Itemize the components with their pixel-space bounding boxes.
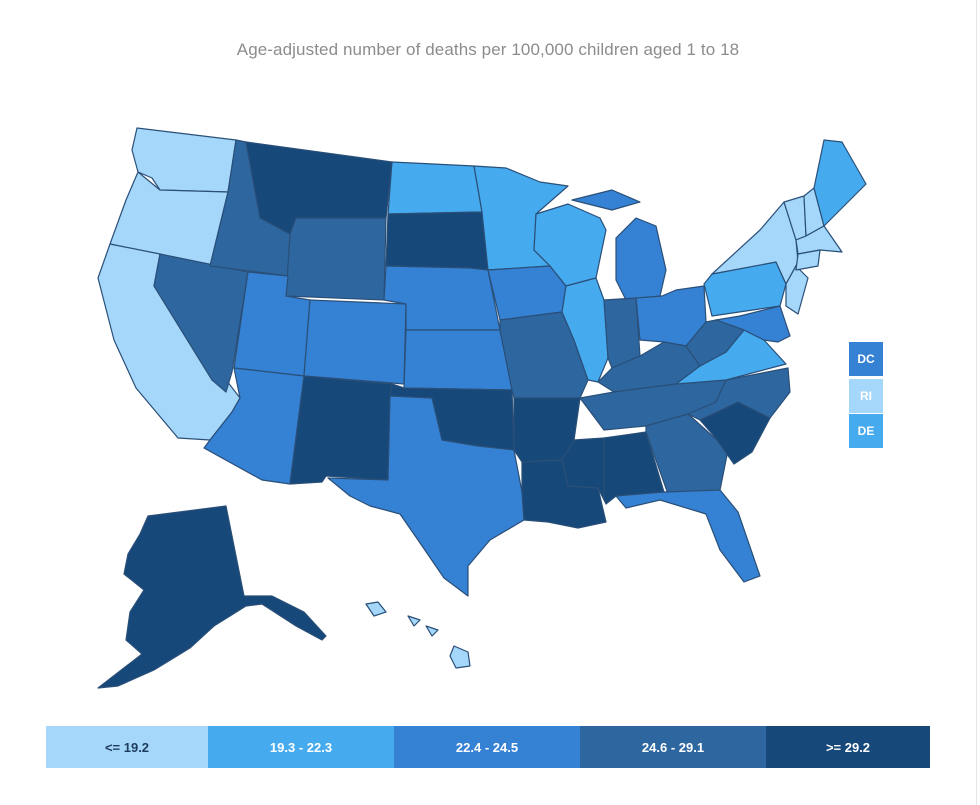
state-MI[interactable] (571, 189, 667, 301)
small-state-DC[interactable]: DC (849, 342, 883, 376)
state-ND[interactable] (387, 161, 483, 215)
small-state-DE[interactable]: DE (849, 414, 883, 448)
legend-bin-label: 19.3 - 22.3 (269, 739, 333, 755)
state-MD[interactable] (715, 305, 791, 343)
state-KS[interactable] (403, 329, 513, 391)
legend-bin-2: 19.3 - 22.3 (208, 726, 394, 768)
state-CT[interactable] (795, 249, 821, 271)
state-FL[interactable] (615, 489, 761, 583)
legend-bin-4: 24.6 - 29.1 (580, 726, 766, 768)
small-state-label: DC (857, 352, 875, 366)
legend-bin-label: 22.4 - 24.5 (455, 739, 519, 755)
state-WY[interactable] (285, 217, 387, 301)
state-NC[interactable] (687, 367, 791, 421)
small-state-label: RI (860, 389, 872, 403)
state-ME[interactable] (813, 139, 867, 227)
small-state-RI[interactable]: RI (849, 379, 883, 413)
state-IN[interactable] (603, 297, 641, 369)
legend-bin-5: >= 29.2 (766, 726, 930, 768)
state-HI[interactable] (365, 601, 471, 669)
legend-bin-label: <= 19.2 (104, 739, 150, 755)
state-CO[interactable] (303, 299, 407, 385)
state-IA[interactable] (487, 265, 567, 321)
legend-bin-1: <= 19.2 (46, 726, 208, 768)
legend-bin-label: >= 29.2 (825, 739, 871, 755)
state-TX[interactable] (327, 395, 525, 597)
state-AK[interactable] (97, 505, 327, 689)
frame-border (976, 0, 977, 805)
state-SD[interactable] (385, 211, 489, 271)
small-state-label: DE (857, 424, 875, 438)
map-title: Age-adjusted number of deaths per 100,00… (236, 40, 740, 59)
color-legend: <= 19.2 19.3 - 22.3 22.4 - 24.5 24.6 - 2… (46, 726, 930, 768)
state-NM[interactable] (289, 375, 393, 485)
state-NJ[interactable] (785, 265, 809, 315)
legend-bin-3: 22.4 - 24.5 (394, 726, 580, 768)
legend-bin-label: 24.6 - 29.1 (641, 739, 705, 755)
